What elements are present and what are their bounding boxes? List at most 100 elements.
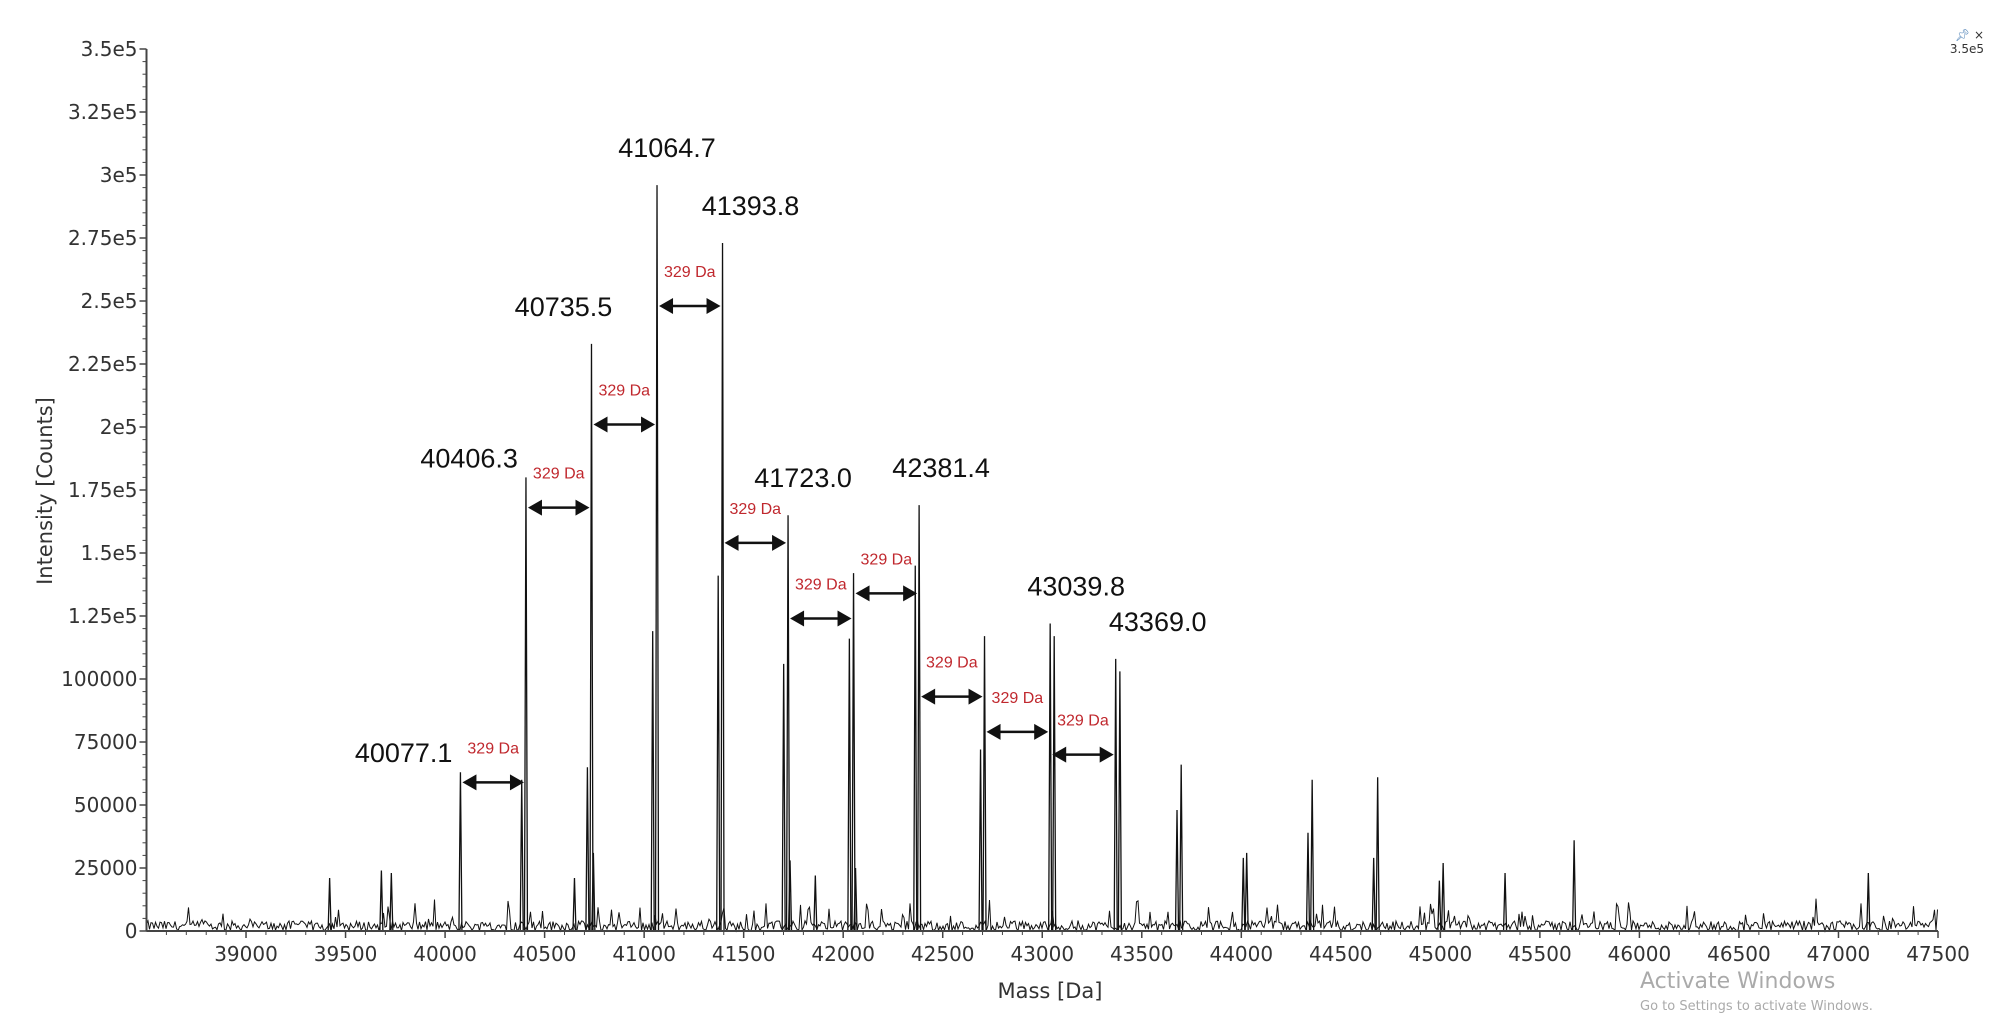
spectrum-peak	[978, 749, 983, 932]
y-tick-label: 2e5	[100, 415, 138, 439]
spectrum-peak	[591, 852, 596, 932]
x-tick-label: 45000	[1409, 942, 1473, 966]
spectrum-peak	[853, 867, 858, 932]
arrow-head-right	[1034, 723, 1049, 740]
arrow-head-right	[903, 585, 918, 602]
annotations: 329 Da 329 Da 329 Da 329 Da 329 Da 329 Da 329 …	[462, 264, 1114, 791]
mass-difference-label: 329 Da	[992, 690, 1044, 707]
spectrum-peak	[1375, 777, 1380, 932]
spectrum-peak	[379, 870, 384, 932]
x-tick-label: 43000	[1010, 942, 1074, 966]
spectrum-peak	[1441, 862, 1446, 932]
y-tick-label: 3.5e5	[81, 37, 138, 61]
spectrum-peak	[785, 515, 791, 932]
arrow-head-left	[986, 723, 1001, 740]
spectrum-peak	[851, 573, 856, 932]
mass-difference-label: 329 Da	[598, 382, 650, 399]
y-tick-label: 1.75e5	[68, 478, 138, 502]
arrow-head-right	[772, 534, 787, 551]
watermark-subtitle: Go to Settings to activate Windows.	[1640, 999, 1873, 1014]
y-tick-label: 2.75e5	[68, 226, 138, 250]
spectrum-peak	[1310, 779, 1315, 932]
x-tick-label: 40500	[513, 942, 577, 966]
mass-difference-label: 329 Da	[664, 264, 716, 281]
spectrum-peak	[813, 875, 818, 932]
corner-controls: 📌︎ × 3.5e5	[1950, 28, 1984, 56]
arrow-head-right	[706, 298, 721, 315]
spectrum-peak	[1244, 852, 1249, 932]
y-tick-label: 25000	[74, 856, 138, 880]
mass-difference-label: 329 Da	[795, 577, 847, 594]
y-tick-label: 3e5	[100, 163, 138, 187]
peak-label: 42381.4	[892, 453, 990, 483]
spectrum-peak	[327, 878, 332, 932]
spectrum-peak	[650, 631, 655, 932]
x-tick-label: 46000	[1608, 942, 1672, 966]
y-axis-title: Intensity [Counts]	[33, 397, 57, 585]
x-tick-label: 41000	[612, 942, 676, 966]
y-tick-label: 100000	[61, 667, 137, 691]
spectrum-peak	[1305, 832, 1311, 932]
arrow-head-left	[921, 688, 936, 705]
peak-label: 41064.7	[618, 133, 716, 163]
spectrum-peak	[523, 477, 529, 932]
x-tick-label: 43500	[1110, 942, 1174, 966]
watermark-title: Activate Windows	[1640, 969, 1835, 994]
close-icon[interactable]: ×	[1973, 28, 1984, 42]
arrow-head-right	[968, 688, 983, 705]
spectrum-peak	[1866, 873, 1871, 932]
peak-label: 40735.5	[515, 292, 613, 322]
arrow-head-left	[855, 585, 870, 602]
mass-difference-label: 329 Da	[926, 655, 978, 672]
spectrum-peak	[1502, 873, 1508, 932]
spectrum-peak	[1117, 671, 1123, 932]
spectrum-peak	[1371, 857, 1376, 932]
x-tick-label: 46500	[1707, 942, 1771, 966]
x-tick-label: 42500	[911, 942, 975, 966]
spectrum-peak	[458, 772, 463, 932]
arrow-head-left	[593, 416, 608, 433]
peak-label: 43369.0	[1109, 607, 1207, 637]
arrow-head-left	[1052, 746, 1067, 763]
spectrum-peaks	[327, 185, 1871, 932]
peak-labels: 40077.1 40406.3 40735.5 41064.7 41393.8 41723…	[355, 133, 1207, 768]
axes: 39000 39500 40000 40500 41000 41500 42000 42500…	[61, 37, 1970, 966]
x-tick-label: 47000	[1807, 942, 1871, 966]
spectrum-peak	[781, 663, 786, 932]
pin-icon[interactable]: 📌︎	[1954, 28, 1971, 42]
spectrum-peak	[1571, 840, 1577, 932]
spectrum-baseline-noise	[146, 898, 1938, 933]
arrow-head-right	[641, 416, 656, 433]
arrow-head-left	[790, 610, 805, 627]
arrow-head-left	[724, 534, 739, 551]
y-tick-label: 3.25e5	[68, 100, 138, 124]
mass-difference-label: 329 Da	[861, 551, 913, 568]
x-tick-label: 39500	[314, 942, 378, 966]
spectrum-peak	[389, 873, 394, 932]
x-tick-label: 40000	[413, 942, 477, 966]
spectrum-peak	[1174, 810, 1180, 932]
spectrum-peak	[916, 505, 922, 932]
arrow-head-left	[659, 298, 674, 315]
y-tick-label: 1.5e5	[81, 541, 138, 565]
arrow-head-left	[527, 499, 542, 516]
y-tick-label: 1.25e5	[68, 604, 138, 628]
x-tick-label: 45500	[1508, 942, 1572, 966]
spectrum-peak	[720, 243, 725, 932]
spectrum-peak	[787, 860, 793, 932]
arrow-head-right	[1099, 746, 1114, 763]
spectrum-peak	[1052, 636, 1057, 932]
spectrum-peak	[1179, 764, 1184, 932]
spectrum-peak	[572, 878, 577, 932]
x-tick-label: 39000	[214, 942, 278, 966]
spectrum-peak	[1048, 623, 1053, 932]
spectrum-peak	[1241, 857, 1246, 932]
x-tick-label: 47500	[1906, 942, 1970, 966]
peak-label: 40406.3	[420, 443, 518, 473]
x-tick-label: 42000	[811, 942, 875, 966]
arrow-head-right	[509, 774, 524, 791]
peak-label: 41723.0	[754, 463, 852, 493]
y-tick-label: 0	[125, 919, 138, 943]
y-tick-label: 75000	[74, 730, 138, 754]
